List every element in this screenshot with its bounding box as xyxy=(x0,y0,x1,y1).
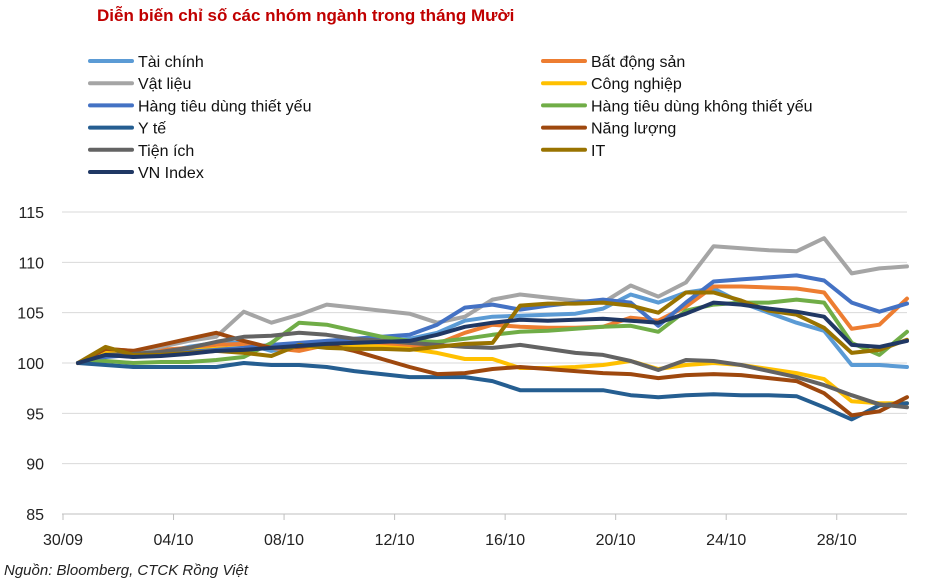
series-line xyxy=(76,236,909,365)
chart-title: Diễn biến chỉ số các nhóm ngành trong th… xyxy=(97,6,515,25)
axes: 85 90 95 100 105 110 115 30/09 04/10 08/10 12/10 16… xyxy=(17,205,907,549)
series-line xyxy=(76,297,909,365)
legend-label: Tiện ích xyxy=(138,143,194,160)
legend-label: Hàng tiêu dùng không thiết yếu xyxy=(591,98,813,115)
y-tick-label: 85 xyxy=(26,507,44,524)
legend-label: Tài chính xyxy=(138,54,204,71)
series-lines xyxy=(76,236,909,422)
series-line xyxy=(76,300,909,365)
y-tick-label: 90 xyxy=(26,457,44,474)
legend-label: IT xyxy=(591,143,605,160)
legend-label: Bất động sản xyxy=(591,54,685,71)
x-tick-label: 08/10 xyxy=(264,532,304,549)
legend-label: Hàng tiêu dùng thiết yếu xyxy=(138,98,311,115)
legend-label: Y tế xyxy=(138,121,166,138)
legend-label: Vật liệu xyxy=(138,76,191,93)
legend: Tài chính Bất động sản Vật liệu Công nghiệp… xyxy=(88,54,813,182)
y-tick-label: 110 xyxy=(18,255,44,272)
x-tick-label: 04/10 xyxy=(154,532,194,549)
legend-label: Công nghiệp xyxy=(591,76,682,93)
series-line xyxy=(76,330,909,410)
x-tick-label: 28/10 xyxy=(817,532,857,549)
y-tick-label: 105 xyxy=(17,306,44,323)
source-note: Nguồn: Bloomberg, CTCK Rồng Việt xyxy=(4,562,249,579)
series-line xyxy=(76,361,909,422)
x-tick-label: 20/10 xyxy=(596,532,636,549)
x-tick-label: 30/09 xyxy=(43,532,83,549)
legend-label: Năng lượng xyxy=(591,121,676,138)
x-tick-label: 16/10 xyxy=(485,532,525,549)
x-tick-label: 24/10 xyxy=(706,532,746,549)
y-tick-label: 115 xyxy=(18,205,44,222)
legend-label: VN Index xyxy=(138,165,204,182)
series-line xyxy=(76,330,909,418)
y-tick-label: 95 xyxy=(26,406,44,423)
y-tick-label: 100 xyxy=(17,356,44,373)
x-tick-label: 12/10 xyxy=(375,532,415,549)
